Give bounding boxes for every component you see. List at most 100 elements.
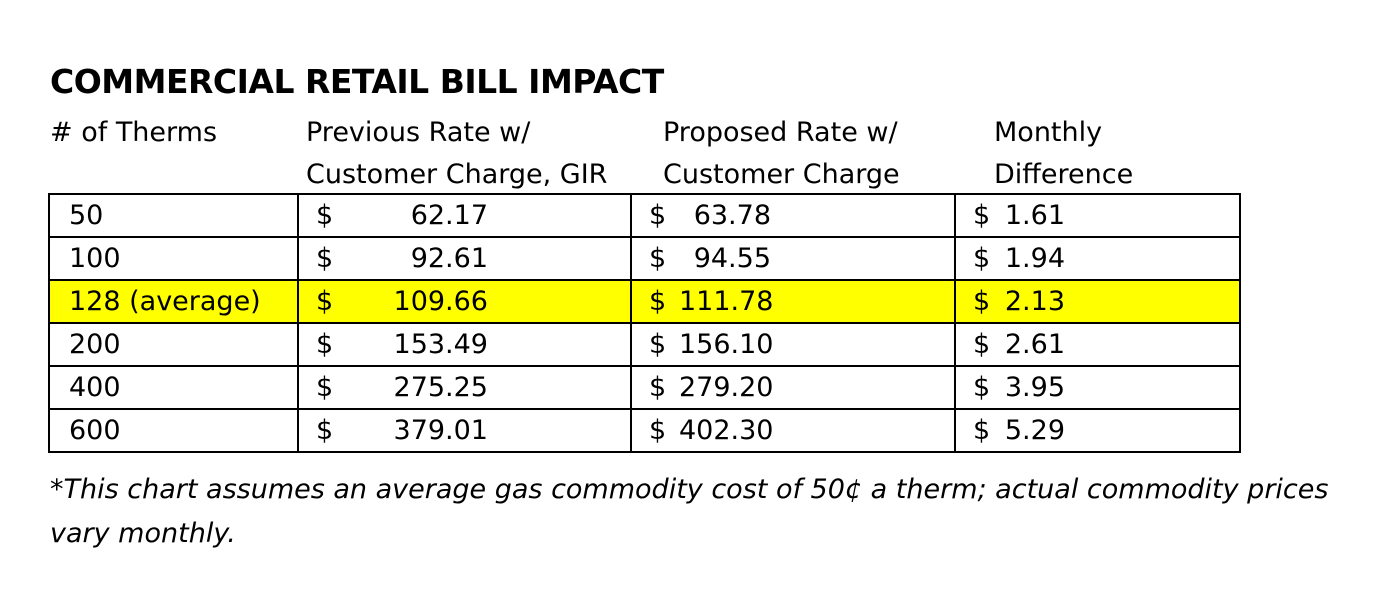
amount: 92.61 bbox=[410, 243, 488, 274]
cell-previous-rate: $379.01 bbox=[297, 408, 632, 453]
header-therms: # of Therms bbox=[50, 112, 217, 154]
amount: 153.49 bbox=[393, 329, 488, 360]
cell-monthly-difference: $2.13 bbox=[954, 279, 1241, 324]
amount: 379.01 bbox=[393, 415, 488, 446]
cell-proposed-rate: $279.20 bbox=[630, 365, 956, 410]
currency-symbol: $ bbox=[973, 372, 991, 403]
currency-symbol: $ bbox=[973, 243, 991, 274]
cell-proposed-rate: $156.10 bbox=[630, 322, 956, 367]
table-body: 50 $62.17 $63.78 $1.61 100 $92.61 $94.55 $1.94 1… bbox=[48, 193, 1241, 453]
cell-monthly-difference: $1.94 bbox=[954, 236, 1241, 281]
currency-symbol: $ bbox=[649, 415, 667, 446]
table-row-highlighted: 128 (average) $109.66 $111.78 $2.13 bbox=[48, 279, 1241, 324]
money-value: $1.61 bbox=[973, 200, 1065, 231]
amount: 111.78 bbox=[679, 286, 774, 317]
currency-symbol: $ bbox=[973, 415, 991, 446]
table-row: 600 $379.01 $402.30 $5.29 bbox=[48, 408, 1241, 453]
amount: 1.94 bbox=[1004, 243, 1065, 274]
cell-previous-rate: $92.61 bbox=[297, 236, 632, 281]
table-row: 50 $62.17 $63.78 $1.61 bbox=[48, 193, 1241, 238]
money-value: $153.49 bbox=[316, 329, 488, 360]
bill-impact-table: 50 $62.17 $63.78 $1.61 100 $92.61 $94.55 $1.94 1… bbox=[48, 193, 1241, 453]
money-value: $275.25 bbox=[316, 372, 488, 403]
money-value: $92.61 bbox=[316, 243, 488, 274]
currency-symbol: $ bbox=[973, 200, 991, 231]
amount: 2.61 bbox=[1004, 329, 1065, 360]
amount: 279.20 bbox=[679, 372, 774, 403]
amount: 62.17 bbox=[410, 200, 488, 231]
money-value: $379.01 bbox=[316, 415, 488, 446]
cell-proposed-rate: $94.55 bbox=[630, 236, 956, 281]
table-row: 400 $275.25 $279.20 $3.95 bbox=[48, 365, 1241, 410]
header-previous-rate: Previous Rate w/ Customer Charge, GIR bbox=[306, 112, 607, 196]
money-value: $3.95 bbox=[973, 372, 1065, 403]
cell-monthly-difference: $3.95 bbox=[954, 365, 1241, 410]
cell-therms: 400 bbox=[48, 365, 299, 410]
money-value: $63.78 bbox=[649, 200, 771, 231]
amount: 109.66 bbox=[393, 286, 488, 317]
amount: 402.30 bbox=[679, 415, 774, 446]
cell-proposed-rate: $111.78 bbox=[630, 279, 956, 324]
currency-symbol: $ bbox=[316, 243, 334, 274]
currency-symbol: $ bbox=[649, 200, 667, 231]
currency-symbol: $ bbox=[316, 286, 334, 317]
money-value: $2.61 bbox=[973, 329, 1065, 360]
money-value: $156.10 bbox=[649, 329, 774, 360]
currency-symbol: $ bbox=[973, 286, 991, 317]
currency-symbol: $ bbox=[649, 286, 667, 317]
cell-therms: 50 bbox=[48, 193, 299, 238]
currency-symbol: $ bbox=[649, 329, 667, 360]
money-value: $109.66 bbox=[316, 286, 488, 317]
page-title: COMMERCIAL RETAIL BILL IMPACT bbox=[50, 62, 664, 101]
cell-previous-rate: $275.25 bbox=[297, 365, 632, 410]
currency-symbol: $ bbox=[316, 372, 334, 403]
table-row: 100 $92.61 $94.55 $1.94 bbox=[48, 236, 1241, 281]
cell-monthly-difference: $2.61 bbox=[954, 322, 1241, 367]
header-previous-rate-line1: Previous Rate w/ bbox=[306, 117, 531, 148]
currency-symbol: $ bbox=[649, 243, 667, 274]
currency-symbol: $ bbox=[316, 415, 334, 446]
cell-proposed-rate: $63.78 bbox=[630, 193, 956, 238]
cell-previous-rate: $153.49 bbox=[297, 322, 632, 367]
header-monthly-difference-line1: Monthly bbox=[994, 117, 1103, 148]
amount: 3.95 bbox=[1004, 372, 1065, 403]
cell-monthly-difference: $1.61 bbox=[954, 193, 1241, 238]
money-value: $62.17 bbox=[316, 200, 488, 231]
money-value: $1.94 bbox=[973, 243, 1065, 274]
amount: 1.61 bbox=[1004, 200, 1065, 231]
header-proposed-rate-line1: Proposed Rate w/ bbox=[663, 117, 898, 148]
header-monthly-difference-line2: Difference bbox=[994, 159, 1134, 190]
currency-symbol: $ bbox=[649, 372, 667, 403]
header-proposed-rate: Proposed Rate w/ Customer Charge bbox=[663, 112, 900, 196]
cell-previous-rate: $62.17 bbox=[297, 193, 632, 238]
amount: 2.13 bbox=[1004, 286, 1065, 317]
cell-therms: 100 bbox=[48, 236, 299, 281]
header-monthly-difference: Monthly Difference bbox=[994, 112, 1133, 196]
footnote: *This chart assumes an average gas commo… bbox=[50, 474, 1329, 549]
cell-therms: 200 bbox=[48, 322, 299, 367]
header-previous-rate-line2: Customer Charge, GIR bbox=[306, 159, 608, 190]
money-value: $94.55 bbox=[649, 243, 771, 274]
currency-symbol: $ bbox=[973, 329, 991, 360]
cell-monthly-difference: $5.29 bbox=[954, 408, 1241, 453]
money-value: $5.29 bbox=[973, 415, 1065, 446]
amount: 63.78 bbox=[693, 200, 771, 231]
amount: 5.29 bbox=[1004, 415, 1065, 446]
money-value: $2.13 bbox=[973, 286, 1065, 317]
header-proposed-rate-line2: Customer Charge bbox=[663, 159, 900, 190]
cell-therms: 128 (average) bbox=[48, 279, 299, 324]
amount: 94.55 bbox=[693, 243, 771, 274]
amount: 275.25 bbox=[393, 372, 488, 403]
currency-symbol: $ bbox=[316, 329, 334, 360]
money-value: $111.78 bbox=[649, 286, 774, 317]
cell-previous-rate: $109.66 bbox=[297, 279, 632, 324]
cell-therms: 600 bbox=[48, 408, 299, 453]
cell-proposed-rate: $402.30 bbox=[630, 408, 956, 453]
currency-symbol: $ bbox=[316, 200, 334, 231]
money-value: $402.30 bbox=[649, 415, 774, 446]
money-value: $279.20 bbox=[649, 372, 774, 403]
amount: 156.10 bbox=[679, 329, 774, 360]
table-row: 200 $153.49 $156.10 $2.61 bbox=[48, 322, 1241, 367]
header-therms-line1: # of Therms bbox=[50, 117, 218, 148]
